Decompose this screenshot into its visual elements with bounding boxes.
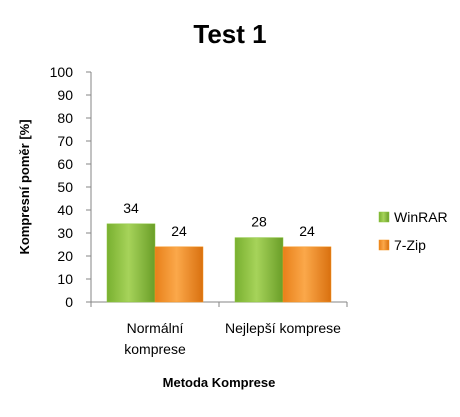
x-tick-label: komprese	[124, 341, 186, 357]
bar-7-zip-0	[154, 246, 204, 303]
y-tick-label: 90	[57, 87, 73, 103]
bars: 34 28 24 24	[106, 200, 332, 303]
y-tick-label: 20	[57, 248, 73, 264]
data-label: 24	[171, 223, 187, 239]
y-tick-label: 40	[57, 202, 73, 218]
bar-7-zip-1	[282, 246, 332, 303]
y-tick-label: 30	[57, 225, 73, 241]
y-axis-label: Kompresní poměr [%]	[17, 119, 32, 254]
y-axis-ticks: 0 10 20 30 40 50 60 70 80 90 100	[50, 64, 91, 310]
x-tick-label: Nejlepší komprese	[225, 320, 341, 336]
chart-title: Test 1	[193, 19, 266, 49]
bar-winrar-0	[106, 223, 156, 303]
bar-winrar-1	[234, 237, 284, 303]
y-tick-label: 0	[65, 294, 73, 310]
data-label: 24	[299, 223, 315, 239]
legend-swatch	[378, 239, 390, 251]
y-tick-label: 10	[57, 271, 73, 287]
x-tick-label: Normální	[127, 320, 184, 336]
y-tick-label: 100	[50, 64, 74, 80]
y-tick-label: 60	[57, 156, 73, 172]
data-label: 28	[251, 214, 267, 230]
y-tick-label: 50	[57, 179, 73, 195]
legend: WinRAR 7-Zip	[378, 209, 448, 253]
data-label: 34	[123, 200, 139, 216]
x-axis-ticks: Normální komprese Nejlepší komprese	[90, 302, 348, 357]
legend-label: 7-Zip	[394, 237, 426, 253]
legend-label: WinRAR	[394, 209, 448, 225]
y-tick-label: 80	[57, 110, 73, 126]
x-axis-label: Metoda Komprese	[163, 375, 276, 390]
legend-swatch	[378, 211, 390, 223]
y-tick-label: 70	[57, 133, 73, 149]
